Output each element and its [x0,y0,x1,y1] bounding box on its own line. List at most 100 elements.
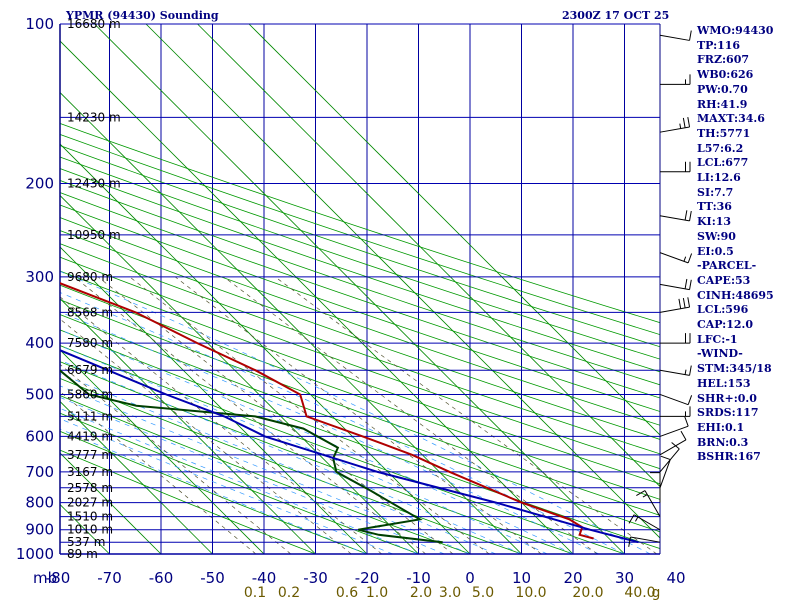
skewed-isotherm [60,246,368,554]
skewed-isotherm [60,194,419,554]
skewed-isotherm [60,349,265,554]
barb-half-flag [634,516,639,522]
height-label: 537 m [67,535,105,549]
index-line: TH:5771 [697,126,751,140]
pressure-label: 200 [25,175,54,193]
temperature-tick-label: -20 [355,569,380,587]
index-line: KI:13 [697,215,732,229]
parcel-profile [60,349,639,544]
wind-barb [659,455,671,488]
mixing-ratio-label: 1.0 [366,585,388,600]
mixing-ratio-line [97,276,454,554]
height-label: 9680 m [67,270,113,284]
skewed-isotherm [94,24,625,554]
barb-flag [689,210,692,222]
skewed-isotherm [145,24,660,539]
barb-flag [682,117,686,128]
barb-staff [630,536,661,543]
barb-flag [684,278,688,289]
height-label: 6679 m [67,363,113,377]
temperature-tick-label: -60 [149,569,174,587]
dry-adiabat [60,134,660,336]
dry-adiabat [60,270,660,485]
temperature-tick-label: -80 [46,569,71,587]
station-title: YPMR (94430) Sounding [66,9,219,22]
stability-indices: WMO:94430 TP:116 FRZ:607 WB0:626 PW:0.70 RH:4… [697,24,774,465]
mixing-ratio-label: 10.0 [515,585,546,600]
mixing-ratio-line [223,276,598,554]
mixing-ratio-label: 40.0 [624,585,655,600]
dry-adiabat [60,412,419,554]
dry-adiabat [60,156,660,360]
index-line: SHR+:0.0 [697,391,757,405]
index-line: HEL:153 [697,376,751,390]
height-label: 12430 m [67,177,121,191]
sounding-time: 2300Z 17 OCT 25 [562,9,670,22]
index-line: BRN:0.3 [697,435,749,449]
skewed-isotherm [0,24,7,554]
wind-barb [659,252,693,264]
temperature-tick-label: -30 [303,569,328,587]
barb-half-flag [642,494,648,498]
wind-barb [660,333,691,344]
height-label: 5860 m [67,387,113,401]
index-line: EI:0.5 [697,244,734,258]
height-label: 3777 m [67,448,113,462]
wind-barb [659,297,691,313]
mixing-ratio-label: 20.0 [572,585,603,600]
x-unit-label: mb [33,569,57,587]
index-line: LCL:677 [697,156,749,170]
barb-flag [636,490,646,497]
barb-flag [689,365,692,376]
temperature-tick-label: 20 [563,569,582,587]
height-label: 14230 m [67,110,121,124]
barb-flag [682,297,686,309]
barb-flag [687,253,693,264]
skewed-isotherm [60,452,162,554]
index-line: LI:12.6 [697,171,741,185]
barb-flag [678,298,682,309]
index-line: L57:6.2 [697,141,744,155]
pressure-label: 900 [25,521,54,539]
barb-flag [628,536,631,547]
temperature-tick-label: -40 [252,569,277,587]
barb-flag [687,297,691,308]
temperature-tick-label: -50 [200,569,225,587]
wind-barb [650,472,661,503]
dry-adiabat [60,284,660,500]
index-line: SRDS:117 [697,406,759,420]
barb-staff [659,425,689,437]
height-label: 4419 m [67,429,113,443]
height-label: 2027 m [67,496,113,510]
temperature-tick-label: -10 [406,569,431,587]
pressure-label: 700 [25,463,54,481]
height-label: 10950 m [67,228,121,242]
pressure-label: 300 [25,268,54,286]
dry-adiabat [60,230,660,440]
height-label: 89 m [67,547,98,561]
wind-barb [659,30,692,41]
barb-staff [659,34,690,41]
barb-flag [684,210,688,221]
mixing-ratio-label: 5.0 [472,585,494,600]
pressure-label: 400 [25,334,54,352]
height-label: 1010 m [67,523,113,537]
barb-staff [659,126,690,133]
dry-adiabat [60,430,368,554]
barb-half-flag [683,256,687,262]
dry-adiabat [60,145,660,348]
temperature-tick-label: 40 [666,569,685,587]
index-line: WB0:626 [697,68,754,82]
mixing-ratio-line [274,276,658,554]
index-line: TP:116 [697,38,741,52]
wind-barb [628,514,661,531]
dry-adiabat [60,243,660,455]
mixing-ratio-label: 0.6 [336,585,358,600]
barb-flag [628,514,635,524]
pressure-label: 100 [25,15,54,33]
wind-barb [659,393,693,406]
temperature-tick-label: 0 [465,569,475,587]
pressure-label: 800 [25,494,54,512]
wind-barb [660,161,691,173]
